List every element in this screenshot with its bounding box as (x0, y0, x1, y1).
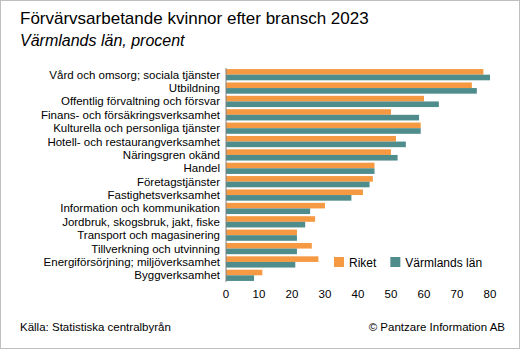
bars (226, 69, 490, 281)
bar (226, 109, 391, 115)
x-tick-label: 30 (319, 288, 332, 300)
chart: Förvärvsarbetande kvinnor efter bransch … (0, 0, 520, 349)
bar (226, 155, 398, 161)
category-label: Transport och magasinering (77, 229, 220, 241)
bar (226, 270, 262, 276)
bar (226, 136, 396, 142)
category-label: Jordbruk, skogsbruk, jakt, fiske (62, 216, 220, 228)
category-label: Byggverksamhet (134, 269, 220, 281)
bar (226, 203, 325, 209)
category-label: Information och kommunikation (60, 202, 220, 214)
bar (226, 262, 295, 268)
category-label: Utbildning (169, 82, 220, 94)
bar (226, 163, 375, 169)
bar (226, 82, 472, 88)
x-tick-label: 70 (451, 288, 464, 300)
bar (226, 249, 297, 255)
tick-mark (391, 282, 392, 285)
bar (226, 88, 477, 94)
bar (226, 189, 363, 195)
category-label: Hotell- och restaurangverksamhet (47, 136, 220, 148)
x-tick-label: 10 (253, 288, 266, 300)
legend-swatch (390, 257, 400, 267)
category-label: Energiförsörjning; miljöverksamhet (44, 256, 221, 268)
category-label: Handel (184, 162, 220, 174)
tick-mark (292, 282, 293, 285)
x-tick-label: 80 (484, 288, 497, 300)
bar (226, 101, 439, 107)
tick-mark (358, 282, 359, 285)
bar (226, 216, 315, 222)
x-tick-label: 0 (223, 288, 229, 300)
bar (226, 149, 391, 155)
bar (226, 75, 490, 81)
x-tick-label: 50 (385, 288, 398, 300)
category-axis (226, 68, 227, 282)
copyright: © Pantzare Information AB (369, 321, 506, 333)
tick-mark (424, 282, 425, 285)
category-label: Kulturella och personliga tjänster (53, 122, 220, 134)
bar (226, 142, 406, 148)
bar (226, 235, 297, 241)
bar (226, 243, 312, 249)
category-label: Näringsgren okänd (123, 149, 220, 161)
frame (1, 1, 520, 349)
tick-mark (490, 282, 491, 285)
bar (226, 69, 483, 75)
tick-mark (325, 282, 326, 285)
x-tick-label: 20 (286, 288, 299, 300)
x-tick-label: 40 (352, 288, 365, 300)
bar (226, 256, 318, 262)
bar (226, 96, 424, 102)
bar (226, 275, 254, 281)
legend-label: Riket (349, 256, 377, 270)
tick-mark (259, 282, 260, 285)
bar (226, 208, 310, 214)
legend-swatch (334, 257, 344, 267)
bar (226, 222, 305, 228)
bar (226, 168, 375, 174)
bar (226, 176, 373, 182)
tick-mark (457, 282, 458, 285)
bar (226, 115, 419, 121)
bar (226, 123, 421, 129)
category-label: Fastighetsverksamhet (108, 189, 221, 201)
bar (226, 182, 370, 188)
bar (226, 128, 421, 134)
category-label: Offentlig förvaltning och försvar (61, 95, 220, 107)
bar (226, 195, 351, 201)
legend-label: Värmlands län (405, 256, 482, 270)
source: Källa: Statistiska centralbyrån (20, 321, 171, 333)
category-label: Finans- och försäkringsverksamhet (41, 109, 221, 121)
category-label: Tillverkning och utvinning (91, 243, 220, 255)
subtitle: Värmlands län, procent (20, 32, 185, 49)
x-tick-label: 60 (418, 288, 431, 300)
category-label: Företagstjänster (137, 176, 220, 188)
title: Förvärvsarbetande kvinnor efter bransch … (20, 9, 369, 28)
bar (226, 230, 297, 236)
tick-mark (226, 282, 227, 285)
category-label: Vård och omsorg; sociala tjänster (49, 69, 220, 81)
